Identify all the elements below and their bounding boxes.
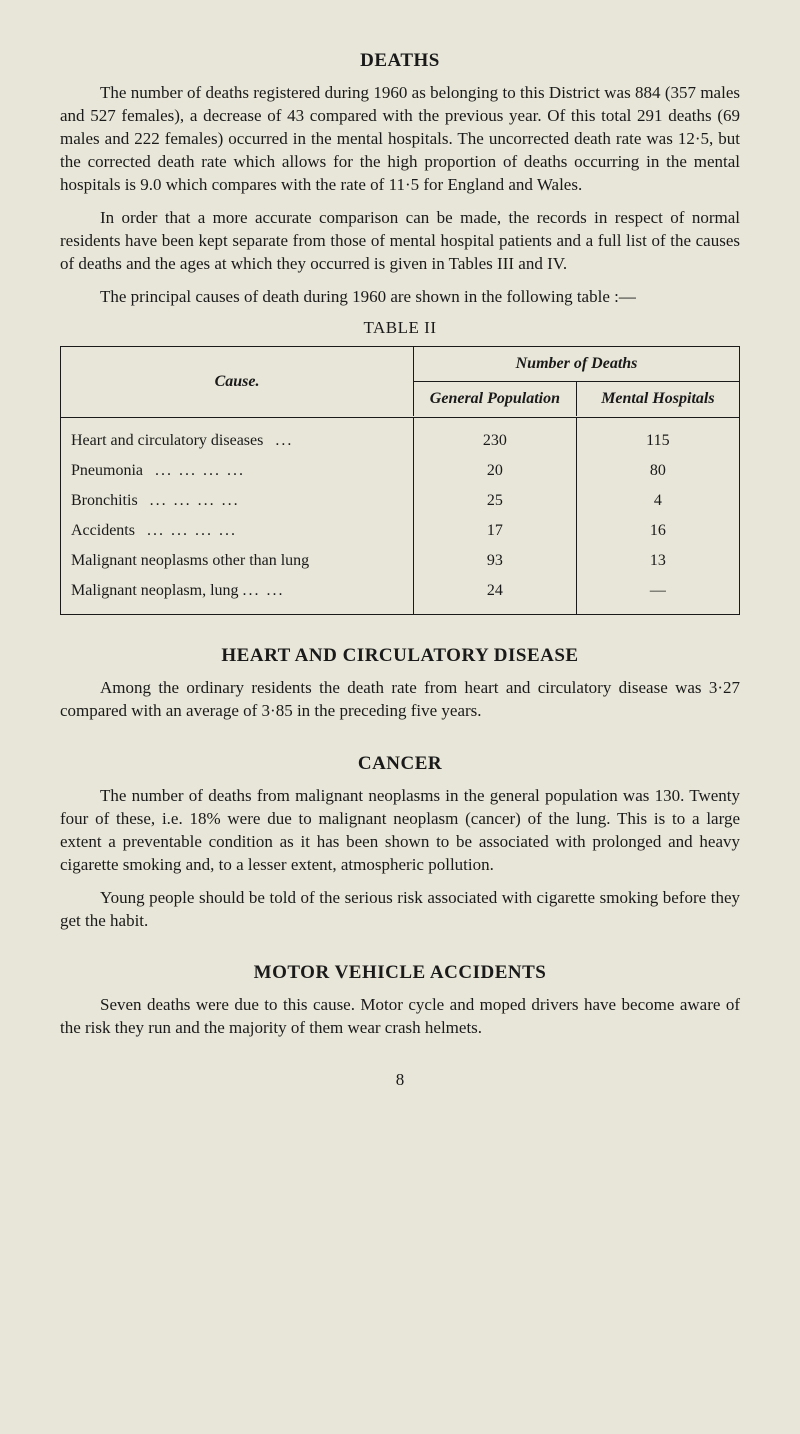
table-cell-general: 17 <box>414 516 577 546</box>
table-header-number: Number of Deaths <box>414 347 739 382</box>
table-cell-cause: Heart and circulatory diseases ... <box>61 417 414 456</box>
table-cell-mental: 13 <box>576 546 739 576</box>
page-number: 8 <box>60 1070 740 1090</box>
table-row: Bronchitis ... ... ... ... 25 4 <box>61 486 739 516</box>
table-cell-cause: Pneumonia ... ... ... ... <box>61 456 414 486</box>
table-cell-mental: 4 <box>576 486 739 516</box>
table-subheader-general: General Population <box>414 382 577 417</box>
table-cell-cause: Malignant neoplasms other than lung <box>61 546 414 576</box>
motor-heading: MOTOR VEHICLE ACCIDENTS <box>60 962 740 984</box>
cancer-paragraph-2: Young people should be told of the serio… <box>60 887 740 933</box>
cancer-paragraph-1: The number of deaths from malignant neop… <box>60 785 740 877</box>
table-cell-general: 25 <box>414 486 577 516</box>
deaths-paragraph-2: In order that a more accurate comparison… <box>60 207 740 276</box>
table-row: Heart and circulatory diseases ... 230 1… <box>61 417 739 456</box>
table-cell-cause: Bronchitis ... ... ... ... <box>61 486 414 516</box>
deaths-paragraph-3: The principal causes of death during 196… <box>60 286 740 309</box>
table-container: Cause. Number of Deaths General Populati… <box>60 346 740 615</box>
deaths-paragraph-1: The number of deaths registered during 1… <box>60 82 740 197</box>
table-subheader-mental: Mental Hospitals <box>576 382 739 417</box>
deaths-heading: DEATHS <box>60 50 740 72</box>
table-header-cause: Cause. <box>61 347 414 416</box>
motor-paragraph-1: Seven deaths were due to this cause. Mot… <box>60 994 740 1040</box>
table-cell-mental: 115 <box>576 417 739 456</box>
table-cell-mental: — <box>576 576 739 614</box>
table-cell-mental: 16 <box>576 516 739 546</box>
table-row: Pneumonia ... ... ... ... 20 80 <box>61 456 739 486</box>
heart-paragraph-1: Among the ordinary residents the death r… <box>60 677 740 723</box>
table-cell-mental: 80 <box>576 456 739 486</box>
table-cell-general: 20 <box>414 456 577 486</box>
table-label: TABLE II <box>60 318 740 338</box>
table-cell-cause: Accidents ... ... ... ... <box>61 516 414 546</box>
deaths-table: Cause. Number of Deaths General Populati… <box>61 347 739 614</box>
heart-heading: HEART AND CIRCULATORY DISEASE <box>60 645 740 667</box>
table-row: Accidents ... ... ... ... 17 16 <box>61 516 739 546</box>
table-row: Malignant neoplasm, lung ... ... 24 — <box>61 576 739 614</box>
table-row: Malignant neoplasms other than lung 93 1… <box>61 546 739 576</box>
table-body: Heart and circulatory diseases ... 230 1… <box>61 417 739 614</box>
table-cell-cause: Malignant neoplasm, lung ... ... <box>61 576 414 614</box>
table-cell-general: 24 <box>414 576 577 614</box>
table-cell-general: 93 <box>414 546 577 576</box>
cancer-heading: CANCER <box>60 753 740 775</box>
table-cell-general: 230 <box>414 417 577 456</box>
